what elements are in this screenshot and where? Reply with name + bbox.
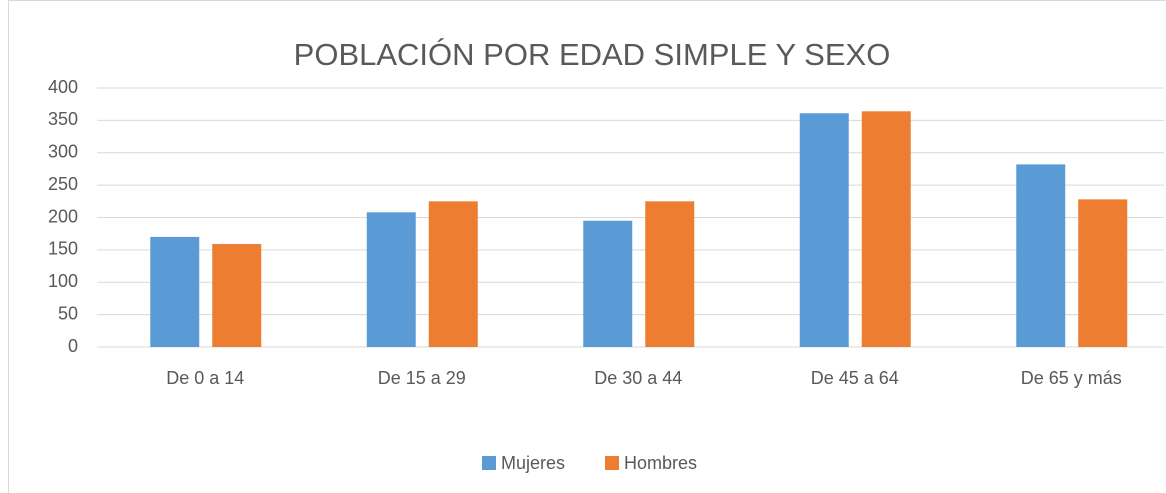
bar (583, 220, 633, 347)
y-tick-label: 350 (48, 109, 78, 129)
bar (1016, 164, 1066, 347)
x-tick-label: De 65 y más (1021, 368, 1122, 388)
x-tick-label: De 45 a 64 (811, 368, 899, 388)
y-tick-label: 0 (68, 336, 78, 356)
y-tick-label: 50 (58, 303, 78, 323)
legend-swatch (605, 456, 619, 470)
bar (799, 113, 849, 347)
bar (366, 212, 416, 347)
y-tick-label: 150 (48, 239, 78, 259)
bar (861, 111, 911, 347)
y-tick-label: 250 (48, 174, 78, 194)
bar (428, 201, 478, 347)
legend-swatch (482, 456, 496, 470)
bar (212, 244, 262, 347)
legend-label: Mujeres (501, 453, 565, 473)
x-tick-label: De 30 a 44 (594, 368, 682, 388)
bar (645, 201, 695, 347)
legend-label: Hombres (624, 453, 697, 473)
x-tick-label: De 0 a 14 (166, 368, 244, 388)
bar (150, 236, 200, 347)
y-tick-label: 100 (48, 271, 78, 291)
y-tick-label: 200 (48, 206, 78, 226)
y-tick-label: 400 (48, 77, 78, 97)
chart-title: POBLACIÓN POR EDAD SIMPLE Y SEXO (294, 37, 891, 72)
y-tick-label: 300 (48, 142, 78, 162)
bar (1078, 199, 1128, 347)
x-tick-label: De 15 a 29 (378, 368, 466, 388)
